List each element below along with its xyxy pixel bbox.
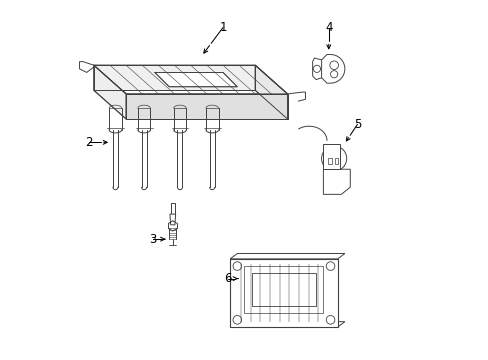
Text: 2: 2	[84, 136, 92, 149]
Polygon shape	[321, 54, 344, 83]
Bar	[334, 158, 338, 164]
Polygon shape	[126, 94, 287, 119]
Text: 3: 3	[149, 233, 157, 246]
Polygon shape	[94, 65, 287, 94]
Polygon shape	[155, 72, 237, 87]
Polygon shape	[230, 253, 344, 259]
Polygon shape	[230, 259, 337, 327]
Text: 6: 6	[224, 272, 232, 285]
Text: 1: 1	[219, 21, 226, 34]
Bar	[244, 266, 323, 313]
Text: 5: 5	[353, 118, 361, 131]
Polygon shape	[323, 144, 339, 169]
Polygon shape	[230, 321, 344, 327]
Polygon shape	[255, 65, 287, 119]
Polygon shape	[169, 214, 175, 225]
Bar	[327, 158, 332, 164]
Polygon shape	[94, 65, 126, 119]
Bar	[251, 273, 316, 306]
Polygon shape	[323, 169, 349, 194]
Bar	[170, 203, 175, 214]
Text: 4: 4	[325, 21, 332, 34]
Polygon shape	[94, 65, 255, 90]
